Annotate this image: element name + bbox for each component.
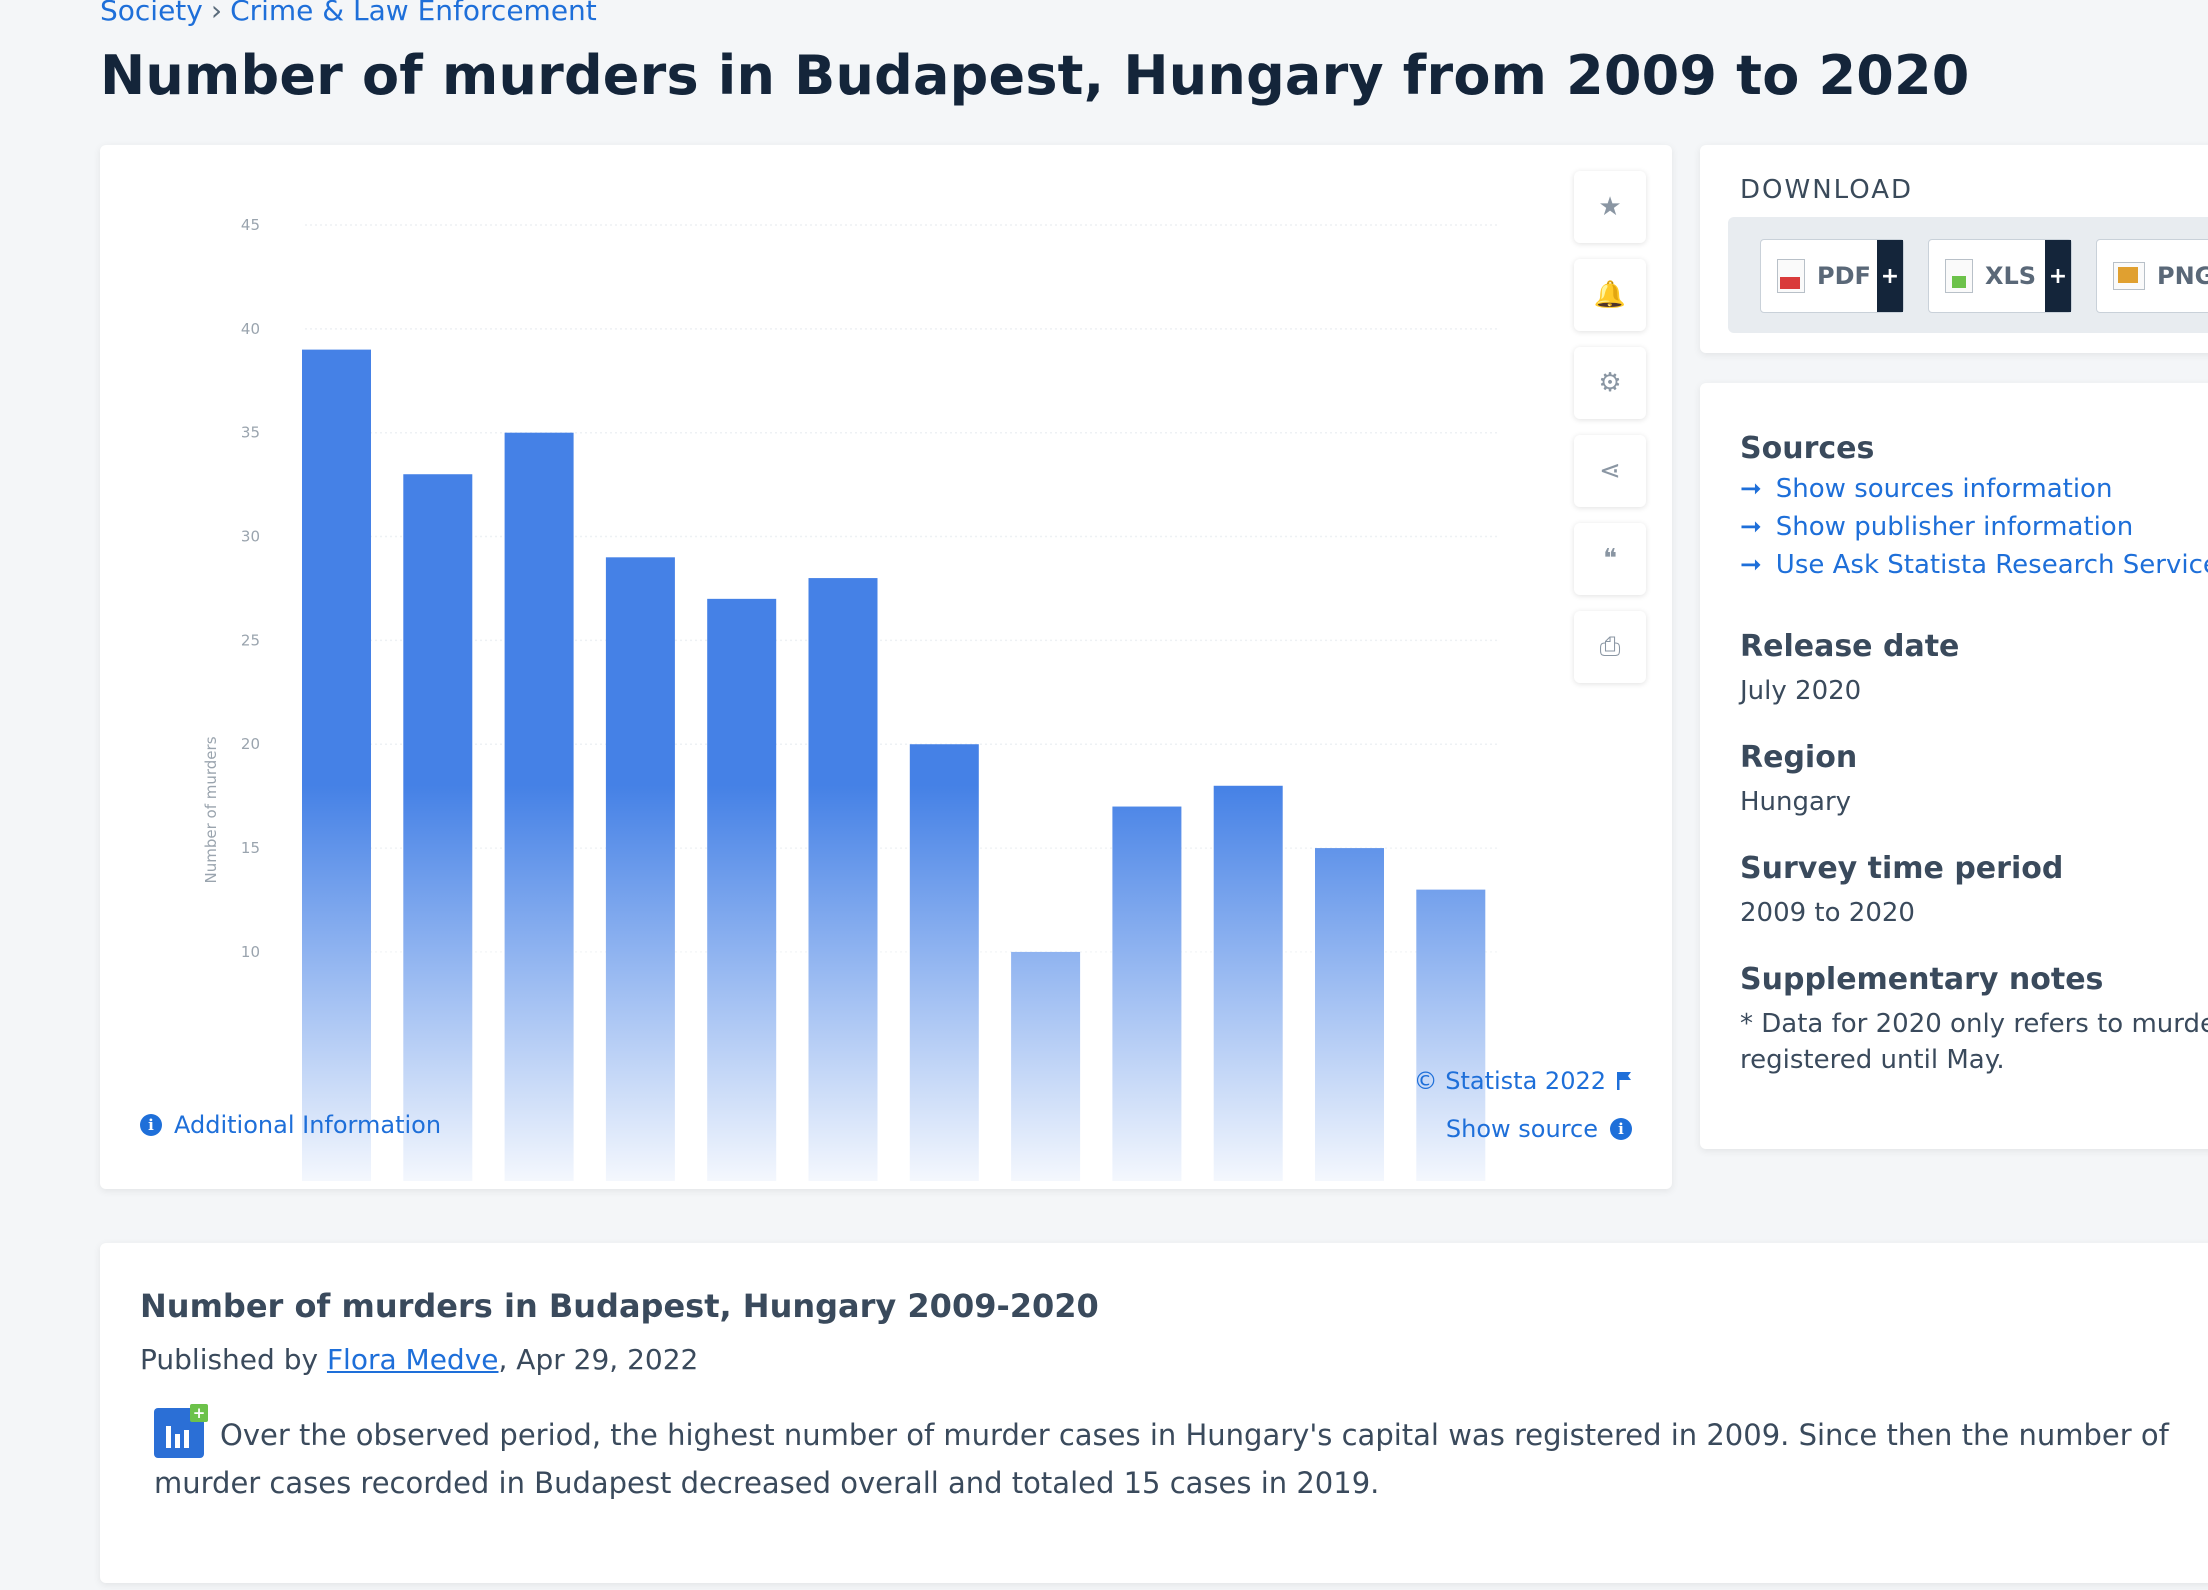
cite-quote-icon[interactable]: ❝ [1574, 523, 1646, 595]
supplementary-notes-line1: * Data for 2020 only refers to murder [1740, 1009, 2208, 1039]
author-link[interactable]: Flora Medve [326, 1343, 499, 1376]
arrow-right-icon: ➞ [1740, 474, 1762, 504]
breadcrumb-separator: › [210, 0, 223, 27]
show-source-link[interactable]: Show source i [1446, 1115, 1632, 1143]
print-icon[interactable]: ⎙ [1574, 611, 1646, 683]
settings-gear-icon[interactable]: ⚙ [1574, 347, 1646, 419]
region-section: Region Hungary [1740, 740, 1857, 817]
release-date-value: July 2020 [1740, 676, 1862, 706]
info-icon: i [1610, 1118, 1632, 1140]
y-tick-label: 30 [241, 528, 260, 546]
published-date: , Apr 29, 2022 [498, 1343, 699, 1376]
survey-period-value: 2009 to 2020 [1740, 898, 1915, 928]
download-card: DOWNLOAD PDF + XLS + PNG [1700, 145, 2208, 353]
y-tick-label: 15 [241, 839, 260, 857]
description-text: + Over the observed period, the highest … [154, 1404, 2208, 1507]
additional-information-link[interactable]: i Additional Information [140, 1111, 441, 1139]
y-tick-label: 25 [241, 631, 260, 649]
chart-fade-overlay [280, 785, 1540, 1185]
ask-statista-link[interactable]: ➞ Use Ask Statista Research Service [1740, 550, 2208, 580]
description-card: Number of murders in Budapest, Hungary 2… [100, 1243, 2208, 1583]
arrow-right-icon: ➞ [1740, 512, 1762, 542]
statista-copyright[interactable]: © Statista 2022 [1414, 1067, 1632, 1095]
show-source-label: Show source [1445, 1115, 1598, 1143]
pdf-label: PDF [1817, 262, 1871, 290]
show-publisher-label: Show publisher information [1775, 512, 2134, 542]
y-tick-label: 45 [241, 216, 260, 234]
y-axis-ticks: 10 15 20 25 30 35 40 45 [241, 216, 260, 961]
xls-file-icon [1945, 259, 1973, 293]
supplementary-notes-heading: Supplementary notes [1740, 962, 2104, 997]
chart-card: 10 15 20 25 30 35 40 45 Number of murders ★ 🔔 ⚙ ⋖ ❝… [100, 145, 1672, 1189]
release-date-section: Release date July 2020 [1740, 629, 1959, 706]
y-tick-label: 10 [241, 943, 260, 961]
release-date-heading: Release date [1740, 629, 1960, 664]
breadcrumb-society-link[interactable]: Society [100, 0, 203, 27]
info-icon: i [140, 1114, 162, 1136]
sources-heading: Sources [1740, 431, 1875, 466]
description-heading: Number of murders in Budapest, Hungary 2… [140, 1287, 1099, 1325]
download-buttons-bar: PDF + XLS + PNG [1728, 217, 2208, 333]
supplementary-notes-line2: registered until May. [1740, 1045, 2005, 1075]
download-png-button[interactable]: PNG [2096, 239, 2208, 313]
favorite-icon[interactable]: ★ [1574, 171, 1646, 243]
statistic-info-card: Sources ➞ Show sources information ➞ Show … [1700, 383, 2208, 1149]
y-tick-label: 20 [241, 735, 260, 753]
y-axis-label: Number of murders [202, 736, 220, 883]
share-icon[interactable]: ⋖ [1574, 435, 1646, 507]
description-body: Over the observed period, the highest nu… [154, 1418, 2169, 1500]
additional-information-label: Additional Information [174, 1111, 442, 1139]
bar-chart: 10 15 20 25 30 35 40 45 Number of murders [202, 216, 1540, 1185]
published-prefix: Published by [140, 1343, 327, 1376]
y-tick-label: 40 [241, 320, 260, 338]
show-sources-label: Show sources information [1775, 474, 2113, 504]
breadcrumb-crime-link[interactable]: Crime & Law Enforcement [230, 0, 597, 27]
supplementary-notes-section: Supplementary notes * Data for 2020 only… [1740, 962, 2208, 1075]
download-pdf-button[interactable]: PDF + [1760, 239, 1904, 313]
published-by: Published by Flora Medve, Apr 29, 2022 [140, 1343, 698, 1376]
xls-label: XLS [1985, 262, 2037, 290]
pdf-plus-icon: + [1877, 240, 1903, 312]
survey-period-section: Survey time period 2009 to 2020 [1740, 851, 2063, 928]
xls-plus-icon: + [2045, 240, 2071, 312]
notification-bell-icon[interactable]: 🔔 [1574, 259, 1646, 331]
show-sources-link[interactable]: ➞ Show sources information [1740, 474, 2208, 504]
plus-badge-icon: + [190, 1404, 208, 1422]
statistic-bar-chart-icon: + [154, 1404, 208, 1458]
region-value: Hungary [1740, 787, 1852, 817]
chart-toolbar: ★ 🔔 ⚙ ⋖ ❝ ⎙ [1574, 171, 1646, 699]
survey-period-heading: Survey time period [1740, 851, 2064, 886]
y-tick-label: 35 [241, 424, 260, 442]
region-heading: Region [1740, 740, 1858, 775]
copyright-label: © Statista 2022 [1413, 1067, 1606, 1095]
png-label: PNG [2157, 262, 2208, 290]
flag-icon [1617, 1072, 1631, 1090]
png-image-icon [2113, 262, 2145, 290]
download-title: DOWNLOAD [1740, 175, 1914, 205]
download-xls-button[interactable]: XLS + [1928, 239, 2072, 313]
breadcrumb: Society › Crime & Law Enforcement [100, 0, 597, 27]
sources-section: Sources ➞ Show sources information ➞ Show … [1740, 431, 2208, 580]
pdf-file-icon [1777, 259, 1805, 293]
page-title: Number of murders in Budapest, Hungary f… [100, 44, 1970, 107]
arrow-right-icon: ➞ [1740, 550, 1762, 580]
show-publisher-link[interactable]: ➞ Show publisher information [1740, 512, 2208, 542]
ask-statista-label: Use Ask Statista Research Service [1775, 550, 2208, 580]
